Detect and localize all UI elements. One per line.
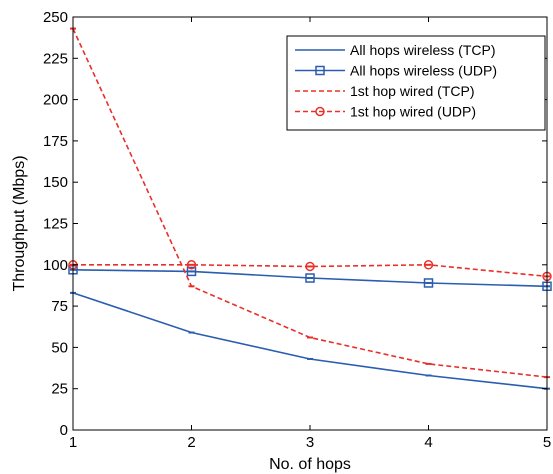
- y-tick-label: 100: [43, 257, 68, 274]
- data-marker: [423, 260, 434, 270]
- x-tick-label: 3: [306, 434, 314, 451]
- legend-entry: 1st hop wired (TCP): [350, 83, 474, 99]
- x-tick-label: 1: [69, 434, 77, 451]
- y-tick-label: 0: [60, 422, 68, 439]
- x-tick-label: 2: [187, 434, 195, 451]
- data-marker: [186, 266, 197, 277]
- y-tick-label: 175: [43, 133, 68, 150]
- legend: All hops wireless (TCP) All hops wireless…: [286, 35, 546, 131]
- plot-area: [68, 27, 552, 390]
- y-tick-label: 25: [51, 381, 68, 398]
- series-2: [68, 265, 552, 292]
- y-axis-label: Throughput (Mbps): [11, 155, 28, 291]
- data-marker: [305, 273, 315, 283]
- series-line: [73, 263, 548, 278]
- data-marker: [423, 278, 434, 288]
- legend-entry: All hops wireless (UDP): [350, 63, 497, 79]
- legend-entry: All hops wireless (TCP): [350, 42, 495, 58]
- y-tick-label: 225: [43, 50, 68, 67]
- legend-box: [286, 35, 546, 131]
- x-tick-label: 4: [424, 434, 432, 451]
- y-tick-label: 200: [43, 92, 68, 109]
- y-tick-label: 250: [43, 9, 68, 26]
- legend-marker: [315, 106, 325, 117]
- data-marker: [305, 261, 315, 272]
- legend-marker: [315, 65, 325, 76]
- series-1: [70, 291, 550, 390]
- y-tick-label: 75: [51, 298, 68, 315]
- x-axis-label: No. of hops: [269, 456, 351, 473]
- axes: 0 25 50 75 100 125 150 175 200 225 250 1 2 3 4 5: [43, 9, 551, 451]
- y-tick-label: 125: [43, 216, 68, 233]
- y-tick-label: 150: [43, 174, 68, 191]
- data-marker: [186, 260, 197, 270]
- series-line: [72, 292, 548, 390]
- y-tick-label: 50: [51, 339, 68, 356]
- x-tick-label: 5: [543, 434, 551, 451]
- legend-entry: 1st hop wired (UDP): [350, 104, 476, 120]
